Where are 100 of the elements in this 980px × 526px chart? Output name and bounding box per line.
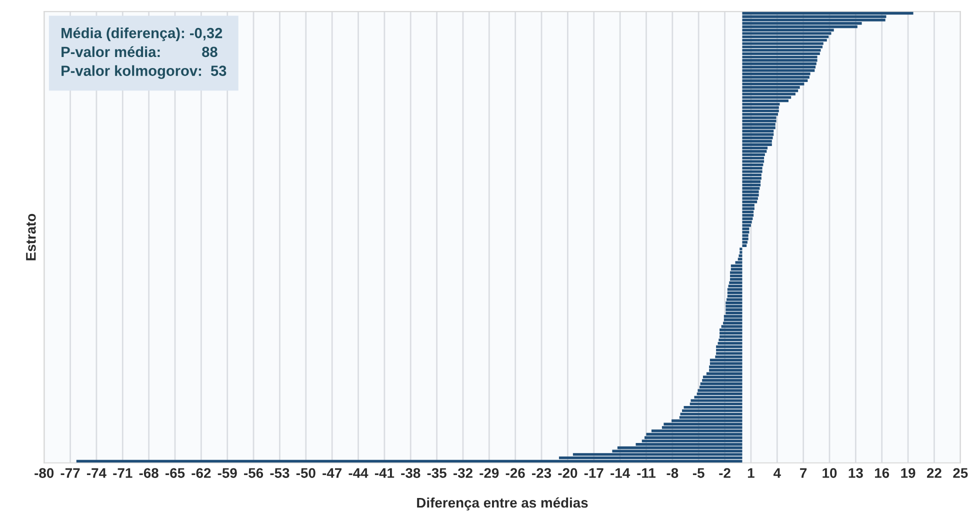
bar — [742, 146, 768, 150]
bar — [726, 302, 742, 304]
bar — [742, 62, 816, 66]
bar — [742, 187, 760, 190]
bar — [742, 170, 762, 173]
bar — [700, 382, 742, 386]
bar — [684, 406, 742, 409]
x-tick-label: -5 — [692, 468, 704, 478]
bar — [742, 59, 818, 62]
bar — [702, 379, 742, 382]
bar — [720, 335, 742, 338]
bar — [735, 261, 742, 264]
bar — [738, 254, 742, 258]
x-tick-label: -65 — [166, 468, 185, 478]
bar — [742, 238, 748, 240]
x-tick-label: -38 — [401, 468, 420, 478]
bar — [720, 332, 742, 335]
x-tick-label: -29 — [480, 468, 499, 478]
bar — [742, 99, 788, 102]
bar — [742, 207, 754, 210]
bar — [742, 123, 776, 126]
x-tick-label: -80 — [34, 468, 54, 478]
bar — [742, 174, 762, 176]
x-tick-label: 4 — [773, 468, 781, 478]
bar — [742, 38, 827, 42]
x-tick-label: -56 — [244, 468, 264, 478]
bar — [730, 264, 742, 268]
x-tick-label: 22 — [926, 468, 942, 478]
bar — [721, 325, 742, 328]
bar — [706, 372, 742, 375]
bar — [742, 153, 765, 156]
bar — [716, 345, 742, 348]
bar — [730, 268, 742, 271]
bar — [727, 288, 742, 291]
bar — [742, 194, 759, 196]
x-tick-label: -74 — [86, 468, 106, 478]
bar — [702, 376, 742, 378]
bar — [742, 35, 829, 38]
y-axis-title: Estrato — [26, 214, 36, 260]
annotation: Média (diferença): -0,32 — [62, 27, 222, 42]
x-tick-label: -20 — [558, 468, 578, 478]
bar — [742, 150, 767, 153]
bar — [742, 96, 792, 99]
x-tick-label: 13 — [848, 468, 863, 478]
x-tick-label: -23 — [532, 468, 552, 478]
bar — [742, 48, 821, 52]
x-tick-label: -11 — [637, 468, 656, 478]
bar — [742, 230, 750, 234]
bar — [742, 240, 748, 244]
x-tick-label: -17 — [584, 468, 604, 478]
bar — [726, 312, 742, 314]
bar — [728, 284, 742, 288]
bar — [710, 358, 742, 362]
bar — [690, 399, 742, 402]
bar — [742, 160, 764, 163]
bar — [76, 460, 742, 463]
bar — [742, 92, 796, 96]
bar — [730, 271, 742, 274]
bar — [742, 133, 774, 136]
x-tick-label: -59 — [218, 468, 237, 478]
x-tick-label: -35 — [427, 468, 446, 478]
bar — [727, 291, 742, 294]
bar — [742, 106, 779, 109]
bar — [742, 224, 751, 227]
bar — [742, 69, 815, 72]
bar — [730, 278, 742, 281]
bar — [724, 318, 742, 322]
x-tick-label: 7 — [800, 468, 807, 478]
bar — [742, 234, 748, 237]
x-tick-label: 10 — [822, 468, 837, 478]
bar — [742, 166, 762, 170]
bar — [710, 362, 742, 365]
bar — [730, 274, 742, 278]
bar — [742, 204, 754, 207]
bar — [742, 42, 824, 45]
bar — [696, 392, 742, 396]
bar — [644, 436, 742, 439]
bar — [742, 120, 776, 122]
bar — [742, 18, 886, 22]
bar — [742, 116, 776, 120]
bar — [742, 110, 779, 112]
bar — [742, 244, 747, 247]
x-axis-title: Diferença entre as médias — [417, 497, 588, 510]
bar — [742, 214, 754, 217]
bar — [742, 156, 764, 160]
bar — [726, 308, 742, 311]
bar — [742, 79, 808, 82]
bar — [742, 190, 759, 194]
bar — [742, 72, 810, 76]
bar — [742, 86, 800, 89]
bar — [742, 200, 758, 204]
x-tick-label: -2 — [719, 468, 730, 478]
annotation: P-valor kolmogorov: 53 — [62, 65, 226, 79]
bar — [646, 432, 742, 436]
bar — [740, 248, 742, 250]
bar — [742, 143, 772, 146]
bar — [742, 130, 774, 132]
bar — [742, 82, 804, 86]
bar — [742, 220, 752, 224]
x-tick-label: -53 — [270, 468, 290, 478]
